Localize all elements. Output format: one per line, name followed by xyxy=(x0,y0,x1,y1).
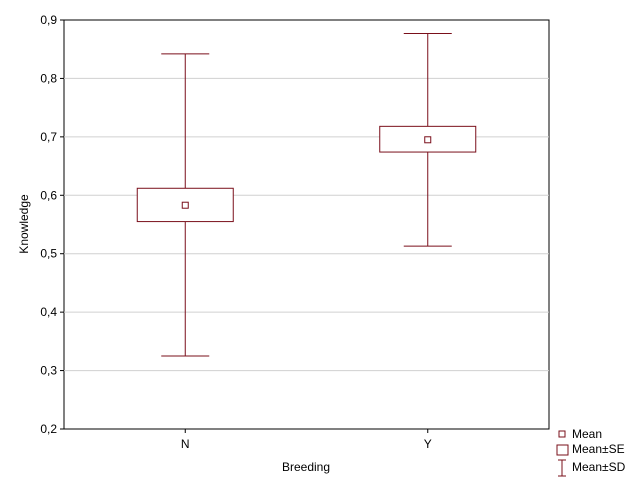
x-tick-label-1: Y xyxy=(424,437,432,451)
y-tick-label-4: 0,6 xyxy=(40,188,57,202)
legend-mean-marker-icon xyxy=(558,430,566,438)
y-tick-label-6: 0,8 xyxy=(40,71,57,85)
box-group-N xyxy=(136,53,234,357)
legend-se-box-icon xyxy=(556,444,569,456)
mean-marker-Y xyxy=(424,136,432,144)
mean-marker-N xyxy=(181,201,189,209)
x-tick-label-0: N xyxy=(181,437,190,451)
plot-area-frame xyxy=(63,19,550,430)
y-tick-label-0: 0,2 xyxy=(40,422,57,436)
marks-group xyxy=(136,32,477,357)
y-tick-label-7: 0,9 xyxy=(40,13,57,27)
legend-label-sd: Mean±SD xyxy=(572,460,626,474)
box-group-Y xyxy=(379,32,477,247)
x-axis-title: Breeding xyxy=(282,460,330,474)
legend-label-se: Mean±SE xyxy=(572,442,625,456)
y-tick-label-2: 0,4 xyxy=(40,305,57,319)
y-tick-label-5: 0,7 xyxy=(40,130,57,144)
y-axis-tick-labels: 0,2 0,3 0,4 0,5 0,6 0,7 0,8 0,9 xyxy=(40,13,64,436)
y-tick-label-1: 0,3 xyxy=(40,364,57,378)
legend: Mean Mean±SE Mean±SD xyxy=(556,427,626,477)
legend-label-mean: Mean xyxy=(572,427,602,441)
y-tick-label-3: 0,5 xyxy=(40,247,57,261)
y-axis-title: Knowledge xyxy=(17,194,31,254)
